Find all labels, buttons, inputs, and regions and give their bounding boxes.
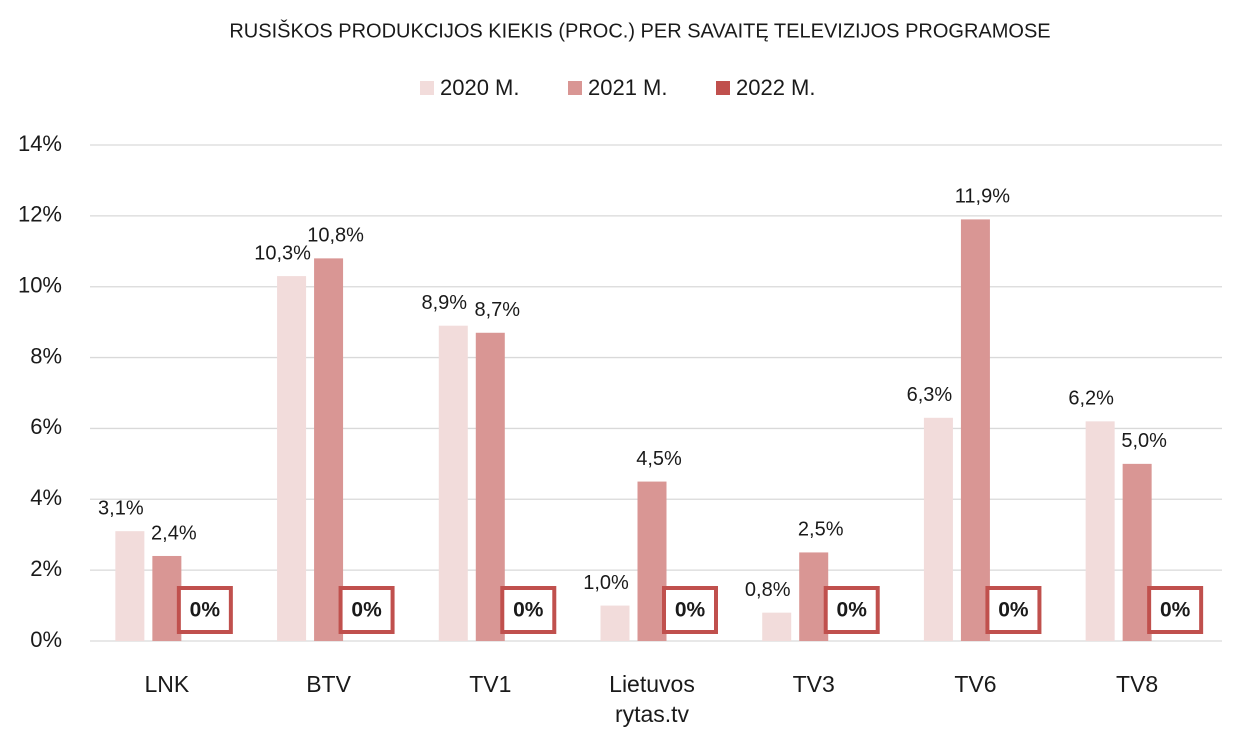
y-tick-label: 2% [30, 556, 62, 581]
zero-label-box [823, 586, 880, 634]
zero-label-box [1147, 586, 1204, 634]
data-label: 3,1% [98, 497, 144, 519]
bar [1122, 463, 1152, 641]
data-label: 0% [998, 599, 1029, 622]
data-label: 0% [1160, 599, 1191, 622]
bar [923, 417, 953, 641]
legend-label: 2020 M. [440, 75, 520, 100]
data-label: 0% [351, 599, 382, 622]
legend-swatch [420, 81, 434, 95]
bar [637, 481, 667, 641]
data-label: 6,2% [1068, 388, 1114, 410]
data-label: 2,4% [151, 522, 197, 544]
x-tick-label: BTV [306, 671, 351, 697]
zero-label-box [662, 586, 718, 634]
y-tick-label: 14% [18, 131, 62, 156]
bar [277, 276, 307, 641]
bar [799, 552, 829, 641]
bar [314, 258, 344, 641]
bar [475, 332, 505, 641]
data-label: 0% [513, 599, 544, 622]
y-tick-label: 10% [18, 273, 62, 298]
legend-swatch [716, 81, 730, 95]
x-tick-label: TV6 [954, 671, 997, 697]
legend-label: 2021 M. [588, 75, 668, 100]
data-label: 10,3% [254, 242, 311, 264]
zero-label-box [985, 586, 1042, 634]
data-label: 10,8% [307, 225, 364, 247]
data-label: 0% [837, 599, 868, 622]
y-tick-label: 0% [30, 627, 62, 652]
bar [1085, 421, 1115, 641]
data-label: 0% [675, 599, 706, 622]
data-label: 8,7% [474, 299, 520, 321]
bar [960, 219, 990, 641]
bar [762, 612, 792, 641]
y-tick-label: 4% [30, 485, 62, 510]
x-tick-label: TV1 [469, 671, 512, 697]
data-label: 8,9% [421, 292, 467, 314]
data-label: 0% [190, 599, 221, 622]
y-tick-label: 6% [30, 414, 62, 439]
zero-label-box [176, 586, 233, 634]
x-tick-label: TV8 [1116, 671, 1159, 697]
data-label: 0,8% [745, 579, 791, 601]
data-label: 4,5% [636, 448, 682, 470]
data-label: 6,3% [907, 384, 953, 406]
data-label: 1,0% [583, 572, 629, 594]
zero-label-box [338, 586, 395, 634]
bar [152, 555, 182, 641]
data-label: 2,5% [798, 519, 844, 541]
zero-label-box [500, 586, 557, 634]
data-label: 11,9% [955, 186, 1010, 208]
x-tick-label: LNK [144, 671, 190, 697]
bar [438, 325, 468, 641]
y-tick-label: 8% [30, 343, 62, 368]
legend-swatch [568, 81, 582, 95]
legend-label: 2022 M. [736, 75, 816, 100]
y-tick-label: 12% [18, 202, 62, 227]
data-label: 5,0% [1121, 430, 1167, 452]
bar [600, 605, 630, 641]
x-tick-label: Lietuvos rytas.tv [609, 671, 695, 727]
x-tick-label: TV3 [792, 671, 835, 697]
chart-title: RUSIŠKOS PRODUKCIJOS KIEKIS (PROC.) PER … [229, 19, 1050, 42]
bar [115, 531, 145, 641]
